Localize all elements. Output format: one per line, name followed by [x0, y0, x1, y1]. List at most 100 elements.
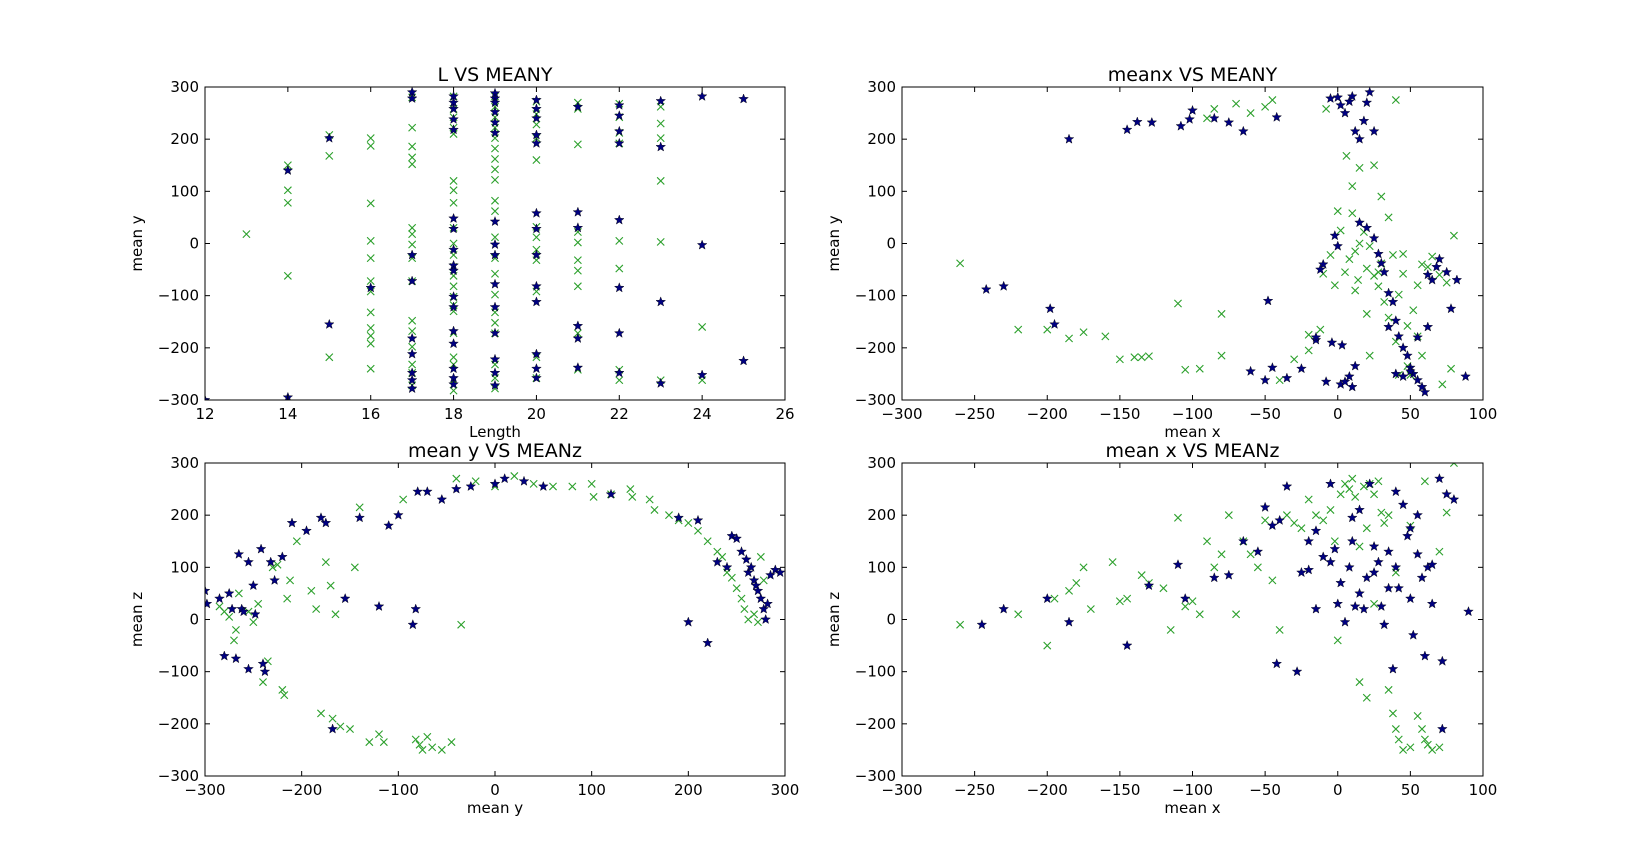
point-cross — [1333, 207, 1342, 216]
point-star — [1373, 556, 1384, 567]
point-star — [1291, 666, 1303, 677]
point-cross — [1423, 740, 1432, 749]
point-cross — [1086, 605, 1095, 614]
point-star — [1310, 525, 1322, 536]
x-tick-label: 200 — [674, 781, 703, 799]
point-cross — [1217, 309, 1226, 318]
point-star — [205, 394, 211, 400]
point-star — [393, 509, 404, 520]
point-star — [752, 585, 764, 596]
point-star — [1431, 261, 1442, 272]
point-star — [1412, 509, 1423, 520]
point-cross — [587, 479, 596, 488]
point-star — [1175, 120, 1187, 131]
point-star — [572, 362, 584, 373]
point-star — [282, 164, 294, 175]
point-cross — [1370, 599, 1379, 608]
x-tick-label: 24 — [693, 405, 712, 423]
point-cross — [1374, 477, 1383, 486]
point-cross — [321, 558, 330, 567]
point-cross — [1365, 351, 1374, 360]
point-star — [1346, 512, 1358, 523]
point-cross — [1391, 725, 1400, 734]
point-star — [572, 320, 584, 331]
point-cross — [268, 563, 277, 572]
point-star — [233, 548, 245, 559]
point-star — [365, 282, 377, 293]
point-star — [1332, 240, 1344, 251]
point-star — [1361, 572, 1373, 583]
point-star — [572, 332, 584, 343]
point-cross — [1217, 351, 1226, 360]
point-star — [1426, 559, 1438, 570]
point-cross — [1355, 678, 1364, 687]
point-cross — [1115, 355, 1124, 364]
point-star — [323, 132, 335, 143]
point-cross — [278, 685, 287, 694]
point-star — [572, 101, 584, 112]
point-cross — [1384, 511, 1393, 520]
point-cross — [1355, 163, 1364, 172]
x-tick-label: 18 — [444, 405, 463, 423]
point-star — [1448, 493, 1460, 505]
point-star — [406, 382, 418, 394]
point-cross — [1345, 485, 1354, 494]
point-cross — [529, 479, 538, 488]
point-star — [741, 553, 752, 565]
point-cross — [1362, 693, 1371, 702]
point-cross — [615, 264, 624, 273]
point-cross — [1399, 269, 1408, 278]
point-cross — [1261, 102, 1270, 111]
point-cross — [1435, 270, 1444, 279]
point-star — [327, 723, 338, 734]
point-cross — [418, 745, 427, 754]
point-star — [489, 238, 501, 250]
point-cross — [408, 327, 417, 336]
point-star — [1172, 559, 1184, 570]
point-cross — [1341, 268, 1349, 277]
point-star — [489, 301, 501, 312]
point-star — [448, 223, 459, 234]
point-cross — [317, 709, 325, 718]
point-star — [406, 275, 418, 286]
plot-area — [205, 87, 749, 400]
point-star — [1422, 269, 1434, 280]
point-star — [1267, 520, 1278, 531]
point-cross — [423, 732, 432, 741]
point-cross — [1217, 550, 1226, 559]
point-star — [655, 141, 667, 152]
point-cross — [1394, 290, 1403, 299]
point-cross — [1442, 278, 1451, 287]
point-star — [1361, 97, 1373, 108]
y-tick-label: 0 — [886, 235, 896, 253]
point-cross — [1246, 109, 1255, 118]
point-star — [1412, 548, 1423, 559]
point-star — [673, 512, 684, 523]
point-cross — [1384, 685, 1393, 694]
point-star — [1354, 504, 1365, 515]
point-star — [1368, 566, 1380, 578]
point-cross — [694, 526, 702, 535]
series-star — [205, 473, 785, 734]
point-star — [1223, 116, 1235, 127]
point-cross — [645, 495, 654, 504]
point-cross — [408, 223, 417, 232]
point-cross — [573, 140, 582, 149]
point-star — [1390, 561, 1402, 572]
point-cross — [449, 198, 458, 207]
point-star — [613, 99, 625, 110]
point-cross — [1203, 114, 1212, 123]
point-star — [243, 663, 254, 674]
point-star — [605, 488, 617, 499]
point-cross — [1388, 250, 1397, 259]
point-star — [205, 585, 211, 596]
point-star — [1397, 342, 1409, 353]
point-cross — [1435, 743, 1444, 752]
point-cross — [1354, 276, 1363, 285]
x-axis-label: Length — [469, 423, 521, 441]
point-cross — [408, 342, 417, 351]
point-star — [1121, 640, 1133, 651]
point-star — [1437, 655, 1448, 666]
point-cross — [1399, 745, 1408, 754]
point-star — [1402, 530, 1413, 541]
